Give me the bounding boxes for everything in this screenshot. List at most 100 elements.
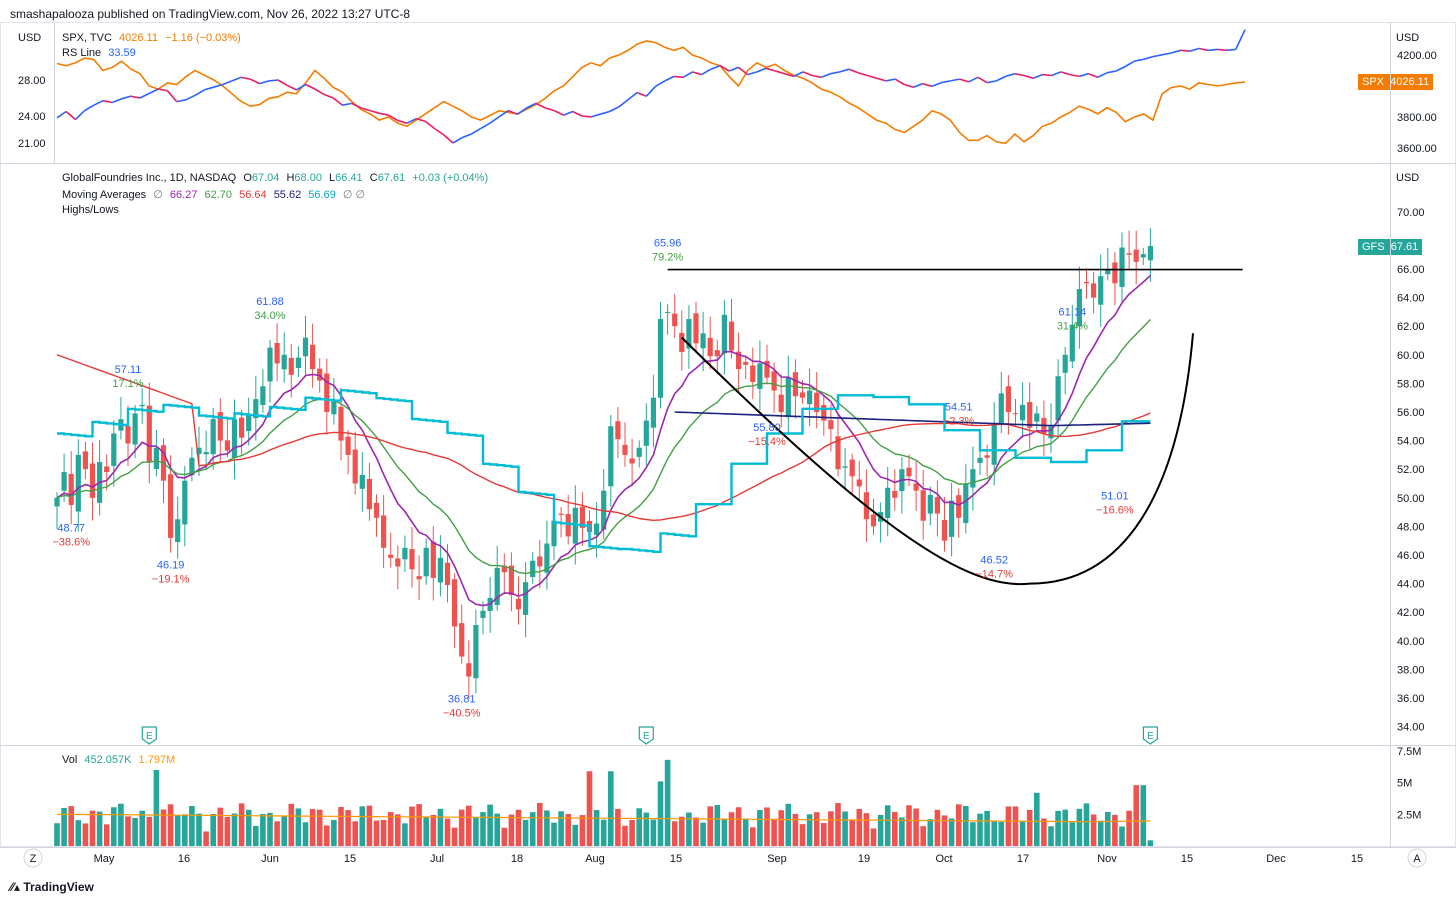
rs-line-segment bbox=[590, 113, 601, 118]
rs-line-segment bbox=[1226, 48, 1236, 52]
volume-bar bbox=[671, 821, 678, 846]
rs-line-segment bbox=[397, 119, 408, 124]
candle-body bbox=[1034, 413, 1040, 422]
rs-line-segment bbox=[360, 107, 371, 112]
volume-axis-tick-2: 2.5M bbox=[1397, 809, 1421, 821]
time-axis-tick-1: 16 bbox=[178, 853, 190, 865]
candle-body bbox=[771, 371, 777, 391]
rs-line-segment bbox=[600, 110, 610, 115]
candle-body bbox=[352, 449, 358, 484]
candle-body bbox=[231, 419, 238, 458]
rs-line-segment bbox=[1208, 48, 1218, 52]
time-axis-tick-3: 15 bbox=[344, 853, 356, 865]
candle-body bbox=[1098, 276, 1104, 305]
candle-body bbox=[636, 447, 642, 457]
rs-line-segment bbox=[56, 110, 67, 119]
volume-bar bbox=[707, 806, 713, 846]
ma-legend-value-4: 55.62 bbox=[273, 189, 302, 201]
candle-body bbox=[338, 406, 344, 441]
rs-line-segment bbox=[323, 93, 334, 99]
volume-bar bbox=[302, 822, 309, 846]
tv-logo-icon: ⁄⁄▴ bbox=[10, 880, 21, 894]
candle-body bbox=[75, 454, 81, 512]
volume-bar bbox=[1005, 806, 1012, 846]
volume-bar bbox=[941, 815, 948, 846]
stock-legend-o-label: O bbox=[243, 172, 252, 184]
candle-body bbox=[274, 343, 280, 364]
ma-legend-name: Moving Averages bbox=[62, 189, 147, 201]
candle-body bbox=[1027, 401, 1033, 428]
volume-bar bbox=[643, 812, 650, 846]
volume-bar bbox=[430, 814, 437, 846]
rs-line-segment bbox=[1032, 73, 1043, 79]
rs-line-segment bbox=[1180, 49, 1190, 52]
rs-line-segment bbox=[1023, 74, 1034, 79]
rs-line-segment bbox=[710, 64, 721, 70]
volume-bar bbox=[970, 822, 976, 846]
rs-line-segment bbox=[176, 99, 187, 103]
time-axis-tick-7: 15 bbox=[670, 853, 682, 865]
candle-body bbox=[430, 541, 436, 578]
volume-bar bbox=[487, 804, 493, 846]
volume-bar bbox=[260, 813, 266, 846]
volume-legend[interactable]: Vol 452.057K 1.797M bbox=[62, 754, 179, 766]
rs-line-segment bbox=[277, 79, 288, 87]
rs-line-segment bbox=[812, 74, 822, 79]
candle-body bbox=[906, 467, 912, 477]
candle-body bbox=[743, 361, 749, 365]
candle-body bbox=[807, 390, 813, 405]
candle-body bbox=[466, 663, 472, 677]
rs-line-segment bbox=[461, 133, 472, 139]
volume-bar bbox=[416, 804, 422, 846]
volume-bar bbox=[316, 809, 323, 846]
highs-lows-legend[interactable]: Highs/Lows bbox=[62, 204, 119, 216]
volume-bar bbox=[615, 808, 621, 846]
gfs-badge-value: 67.61 bbox=[1390, 241, 1419, 253]
hl-price-9: 61.14 bbox=[1059, 306, 1087, 318]
volume-bar bbox=[352, 821, 358, 846]
time-axis-tick-15: 15 bbox=[1351, 853, 1363, 865]
rs-line-segment bbox=[922, 82, 933, 88]
candle-body bbox=[700, 333, 706, 349]
volume-bar bbox=[125, 816, 131, 846]
candle-body bbox=[1048, 426, 1054, 439]
rs-legend[interactable]: RS Line 33.59 bbox=[62, 47, 140, 59]
volume-bar bbox=[1133, 785, 1139, 846]
rs-line-segment bbox=[84, 104, 95, 112]
hl-pct-10: −16.6% bbox=[1096, 504, 1134, 516]
candle-body bbox=[281, 354, 287, 370]
candle-body bbox=[629, 458, 635, 464]
rs-line-segment bbox=[443, 134, 454, 144]
rs-line-segment bbox=[867, 74, 877, 79]
stock-legend-change: +0.03 (+0.04%) bbox=[412, 172, 489, 184]
candle-body bbox=[1020, 404, 1026, 421]
volume-bar bbox=[189, 805, 195, 846]
candle-body bbox=[821, 404, 827, 421]
stock-legend-high: 68.00 bbox=[294, 172, 322, 184]
tv-logo-text: TradingView bbox=[23, 880, 94, 894]
volume-bar bbox=[501, 827, 508, 846]
candle-body bbox=[622, 444, 628, 455]
candle-body bbox=[750, 365, 756, 382]
hl-pct-8: −14.7% bbox=[975, 569, 1013, 581]
ma-legend[interactable]: Moving Averages ∅ 66.27 62.70 56.64 55.6… bbox=[62, 188, 369, 201]
rs-line-segment bbox=[544, 107, 555, 112]
volume-bar bbox=[451, 827, 458, 846]
volume-bar bbox=[863, 813, 870, 846]
price-axis-tick-8: 52.00 bbox=[1397, 464, 1425, 476]
candle-body bbox=[302, 337, 309, 357]
volume-bar bbox=[714, 805, 721, 846]
volume-axis-tick-1: 5M bbox=[1397, 778, 1412, 790]
volume-bar bbox=[196, 813, 202, 846]
spx-axis-tick-0: 4200.00 bbox=[1397, 50, 1437, 62]
volume-bar bbox=[629, 819, 635, 846]
stock-legend[interactable]: GlobalFoundries Inc., 1D, NASDAQ O67.04 … bbox=[62, 172, 492, 184]
rs-line-segment bbox=[664, 75, 675, 82]
auto-scale-button bbox=[1407, 848, 1427, 868]
price-axis-tick-13: 42.00 bbox=[1397, 607, 1425, 619]
spx-legend[interactable]: SPX, TVC 4026.11 −1.16 (−0.03%) bbox=[62, 32, 245, 44]
candle-body bbox=[594, 523, 600, 535]
earnings-marker-label-0: E bbox=[146, 731, 153, 742]
volume-bar bbox=[544, 810, 550, 846]
